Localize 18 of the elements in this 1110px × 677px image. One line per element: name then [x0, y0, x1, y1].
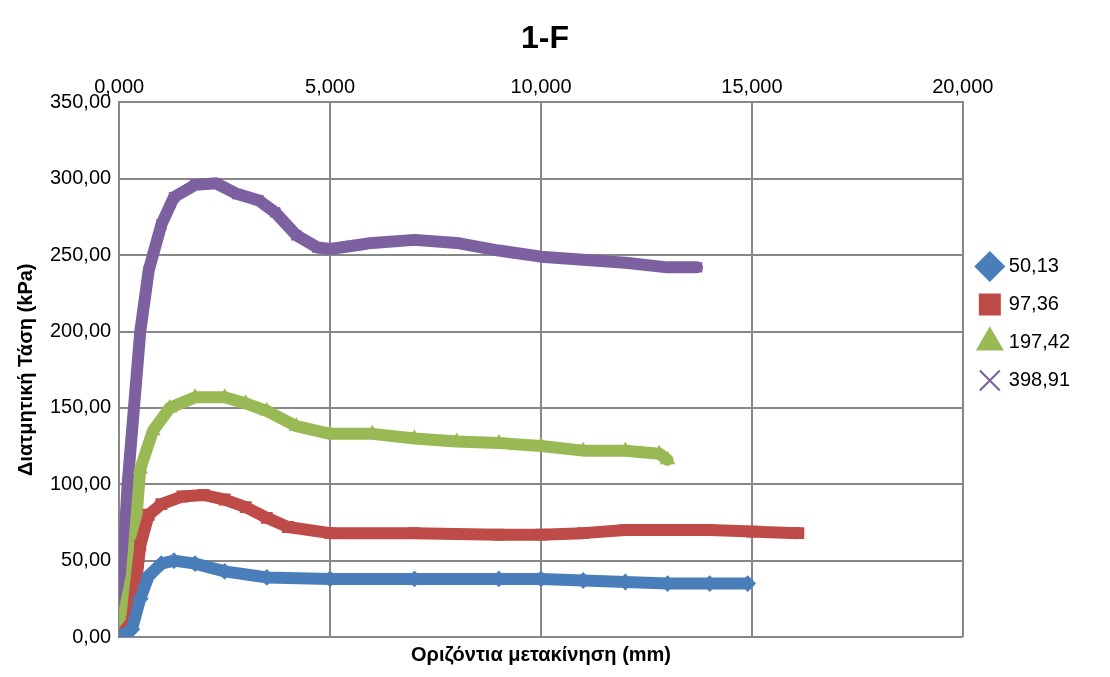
- legend-label: 97,36: [1008, 292, 1059, 315]
- legend-label: 50,13: [1008, 254, 1059, 277]
- x-axis-title: Οριζόντια μετακίνηση (mm): [410, 642, 672, 665]
- y-tick-label: 0,00: [72, 624, 112, 647]
- y-tick-label: 50,00: [61, 548, 112, 571]
- legend-label: 398,91: [1008, 368, 1070, 391]
- y-axis-title: Διατμητική Τάση (kPa): [13, 263, 36, 476]
- chart-title: 1-F: [521, 19, 569, 56]
- y-tick-label: 200,00: [50, 319, 112, 342]
- x-tick-label: 5,000: [305, 74, 356, 97]
- y-tick-label: 100,00: [50, 471, 112, 494]
- legend-label: 197,42: [1008, 330, 1070, 353]
- x-tick-label: 10,000: [510, 74, 572, 97]
- y-tick-label: 150,00: [50, 395, 112, 418]
- y-tick-label: 300,00: [50, 166, 112, 189]
- x-tick-label: 20,000: [932, 74, 994, 97]
- x-tick-label: 15,000: [721, 74, 783, 97]
- y-tick-label: 250,00: [50, 242, 112, 265]
